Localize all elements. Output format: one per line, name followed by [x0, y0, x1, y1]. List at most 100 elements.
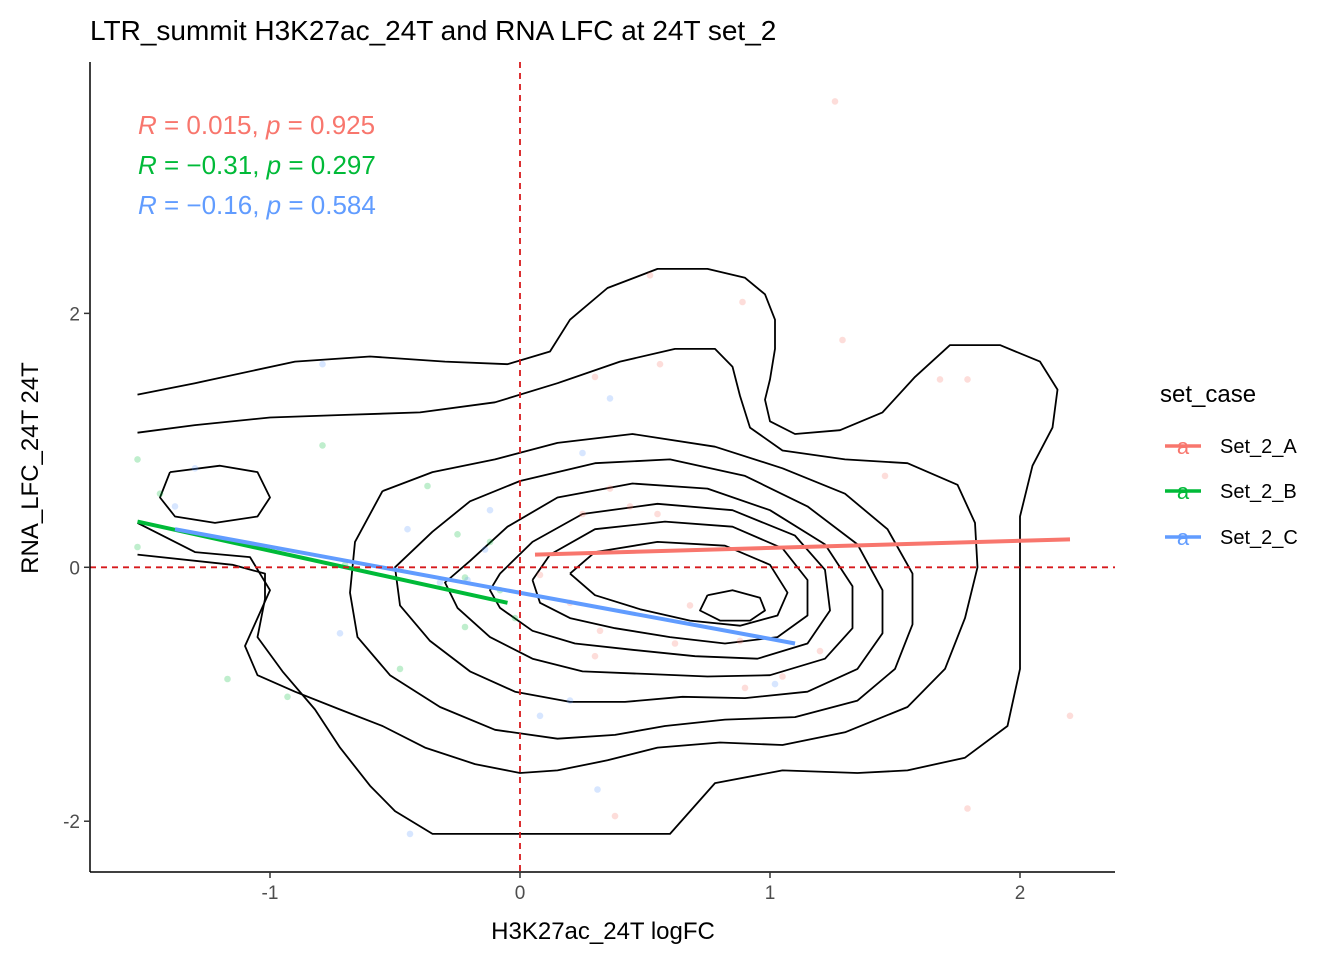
data-point [741, 684, 749, 692]
data-point [481, 546, 489, 553]
data-point [671, 640, 679, 647]
legend-entry-set-2-c: a Set_2_C [1165, 525, 1298, 550]
density-contour [569, 541, 789, 627]
data-point [591, 373, 599, 381]
data-point [739, 298, 746, 306]
density-contours [137, 268, 1059, 835]
data-point [156, 490, 164, 498]
legend-label: Set_2_C [1220, 527, 1298, 549]
point-group-set-2-b [134, 442, 519, 701]
density-contour [349, 433, 914, 740]
data-point [654, 510, 661, 518]
data-point [536, 712, 544, 720]
data-point [686, 602, 694, 609]
legend-label: Set_2_A [1220, 436, 1297, 458]
data-point [319, 442, 326, 449]
x-tick-label: 2 [1015, 883, 1026, 904]
data-point [594, 786, 601, 793]
legend-entry-set-2-b: a Set_2_B [1165, 479, 1297, 504]
x-tick-label: 0 [515, 883, 526, 904]
stat-label-set-2-a: R = 0.015, p = 0.925 [138, 110, 375, 140]
stat-p-symbol: p [266, 190, 281, 220]
density-contour [531, 520, 809, 645]
stat-p-value: = 0.925 [280, 110, 375, 140]
x-axis-title: H3K27ac_24T logFC [491, 918, 715, 945]
data-point [461, 574, 469, 581]
data-point [816, 647, 824, 655]
data-point [611, 812, 619, 820]
data-point [831, 98, 839, 105]
y-tick-label: 0 [69, 558, 80, 579]
data-point [536, 571, 544, 579]
data-point [591, 652, 599, 660]
data-point [171, 503, 179, 510]
density-contour [137, 268, 1059, 835]
legend-key-glyph: a [1177, 525, 1190, 550]
stat-p-symbol: p [265, 110, 280, 140]
legend-title: set_case [1160, 381, 1256, 408]
y-tick-label: -2 [63, 812, 80, 833]
data-point [406, 830, 414, 838]
data-point [626, 503, 634, 510]
data-point [566, 697, 574, 704]
axes: -1 0 1 2 -2 0 2 [63, 62, 1115, 904]
stat-r-value: = 0.015, [157, 110, 266, 140]
density-contour [394, 458, 884, 703]
stat-label-set-2-b: R = −0.31, p = 0.297 [138, 150, 376, 180]
legend-label: Set_2_B [1220, 481, 1297, 503]
data-point [436, 579, 444, 586]
data-point [779, 673, 786, 680]
data-point [771, 680, 779, 688]
x-tick-label: 1 [765, 883, 776, 904]
data-point [579, 449, 586, 457]
correlation-stats: R = 0.015, p = 0.925 R = −0.31, p = 0.29… [138, 110, 376, 220]
stat-p-value: = 0.584 [281, 190, 376, 220]
data-point [134, 456, 141, 463]
chart-title: LTR_summit H3K27ac_24T and RNA LFC at 24… [90, 15, 776, 46]
data-point [964, 805, 971, 812]
data-point [486, 538, 494, 546]
stat-p-value: = 0.297 [281, 150, 376, 180]
data-point [1066, 712, 1074, 720]
stat-r-value: = −0.16, [157, 190, 267, 220]
data-point [881, 472, 889, 480]
data-point [284, 693, 291, 701]
data-point [511, 614, 519, 622]
data-point [134, 543, 141, 551]
legend-key-glyph: a [1177, 479, 1190, 504]
stat-r-symbol: R [138, 150, 157, 180]
data-point [454, 531, 461, 538]
stat-r-symbol: R [138, 110, 157, 140]
data-point [736, 637, 744, 645]
data-point [656, 360, 664, 368]
y-axis-title: RNA_LFC_24T 24T [17, 362, 44, 574]
density-contour [137, 348, 979, 774]
point-group-set-2-a [536, 98, 1074, 820]
fit-line-set-2-a [534, 537, 1071, 557]
density-contour [489, 502, 831, 660]
data-point [404, 525, 411, 533]
density-contour [699, 589, 766, 622]
density-contour [159, 464, 271, 524]
data-point [606, 395, 614, 402]
data-point [396, 665, 404, 673]
data-point [936, 376, 944, 383]
data-point [461, 623, 469, 631]
fit-line-set-2-c [174, 527, 796, 646]
data-point [486, 506, 494, 514]
data-point [964, 376, 971, 383]
data-point [579, 510, 586, 518]
data-point [424, 482, 431, 490]
legend-entry-set-2-a: a Set_2_A [1165, 434, 1297, 459]
stat-label-set-2-c: R = −0.16, p = 0.584 [138, 190, 376, 220]
stat-r-value: = −0.31, [157, 150, 267, 180]
stat-p-symbol: p [266, 150, 281, 180]
data-point [606, 485, 614, 492]
data-point [224, 675, 231, 683]
data-point [191, 465, 199, 472]
data-point [839, 336, 846, 344]
x-tick-label: -1 [262, 883, 279, 904]
density-contour [444, 482, 854, 678]
plot-area: -1 0 1 2 -2 0 2 [63, 62, 1115, 904]
